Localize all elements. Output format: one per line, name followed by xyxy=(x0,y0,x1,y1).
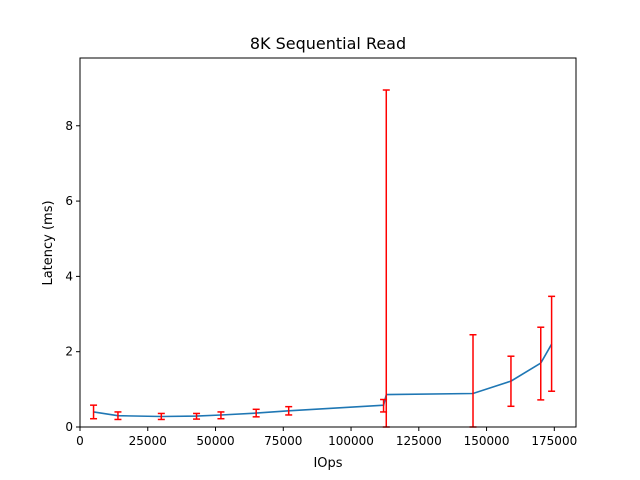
chart-title: 8K Sequential Read xyxy=(250,34,406,53)
plot-area xyxy=(90,89,556,428)
error-bar xyxy=(548,295,556,392)
x-tick-label: 25000 xyxy=(129,434,167,448)
y-axis: 0 2 4 6 8 xyxy=(65,119,80,434)
error-bar xyxy=(114,411,122,421)
error-bar xyxy=(285,405,293,416)
error-bar xyxy=(217,411,225,420)
y-tick-label: 8 xyxy=(65,119,73,133)
axes-frame xyxy=(79,57,577,428)
error-bar xyxy=(382,89,390,428)
error-bar xyxy=(507,355,515,408)
error-bar xyxy=(193,412,201,420)
error-bar xyxy=(157,412,165,421)
y-tick-label: 6 xyxy=(65,194,73,208)
x-tick-label: 100000 xyxy=(328,434,374,448)
x-tick-label: 150000 xyxy=(464,434,510,448)
x-axis: 0 25000 50000 75000 100000 125000 150000 175000 xyxy=(76,427,577,448)
y-tick-label: 4 xyxy=(65,269,73,283)
y-tick-label: 0 xyxy=(65,420,73,434)
error-bar xyxy=(537,326,545,401)
y-axis-label: Latency (ms) xyxy=(41,200,56,285)
x-tick-label: 125000 xyxy=(396,434,442,448)
y-tick-label: 2 xyxy=(65,345,73,359)
x-tick-label: 175000 xyxy=(531,434,577,448)
x-tick-label: 0 xyxy=(76,434,84,448)
error-bar xyxy=(252,408,260,418)
x-tick-label: 50000 xyxy=(196,434,234,448)
x-axis-label: IOps xyxy=(313,456,342,471)
error-bar xyxy=(90,404,98,420)
x-tick-label: 75000 xyxy=(264,434,302,448)
error-bar xyxy=(469,334,477,428)
series-line xyxy=(93,343,553,418)
